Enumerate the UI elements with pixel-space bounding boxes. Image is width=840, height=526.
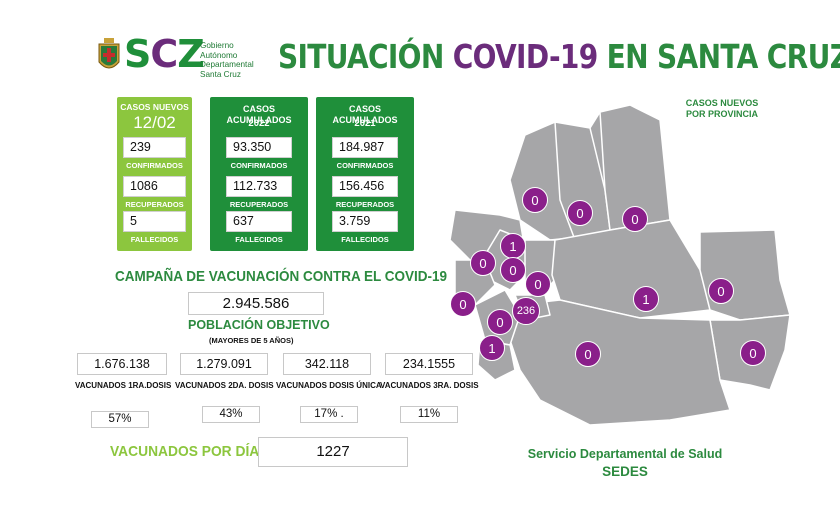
card-casos-nuevos: CASOS NUEVOS 12/02 239 CONFIRMADOS 1086 … (117, 97, 192, 251)
province-region (509, 299, 731, 426)
page-title: SITUACIÓN COVID-19 EN SANTA CRUZ (278, 37, 840, 76)
acum2022-confirmados-value: 93.350 (226, 137, 292, 158)
dose-4-label: VACUNADOS 3RA. DOSIS (380, 381, 479, 390)
dose-1-label: VACUNADOS 1RA.DOSIS (75, 381, 172, 390)
province-map (449, 104, 791, 426)
title-part: EN SANTA CRUZ (597, 37, 840, 76)
dose-3-value: 342.118 (283, 353, 371, 375)
province-badge: 0 (575, 341, 601, 367)
card-year: 2021 (354, 118, 376, 129)
province-badge: 0 (567, 200, 593, 226)
acum2021-confirmados-value: 184.987 (332, 137, 398, 158)
province-region (699, 229, 791, 321)
dose-1-value: 1.676.138 (77, 353, 167, 375)
province-badge: 236 (512, 297, 540, 325)
logo-scz: SCZ (124, 32, 205, 76)
card-title: CASOS NUEVOS (120, 102, 189, 112)
label-recuperados: RECUPERADOS (125, 200, 184, 209)
dose-3-percent: 17% . (300, 406, 358, 423)
dose-2-percent: 43% (202, 406, 260, 423)
acum2022-recuperados-value: 112.733 (226, 176, 292, 197)
nuevos-fallecidos-value: 5 (123, 211, 186, 232)
logo-sub-line: Departamental (200, 60, 254, 69)
card-title: CASOS ACUMULADOS (332, 104, 398, 125)
card-year: 2022 (248, 118, 270, 129)
poblacion-objetivo-value: 2.945.586 (188, 292, 324, 315)
dose-2-value: 1.279.091 (180, 353, 268, 375)
dose-3-label: VACUNADOS DOSIS ÚNICA (276, 381, 382, 390)
label-fallecidos: FALLECIDOS (130, 235, 179, 244)
dose-4-percent: 11% (400, 406, 458, 423)
vaccination-section-title: CAMPAÑA DE VACUNACIÓN CONTRA EL COVID-19 (115, 268, 448, 285)
province-badge: 0 (740, 340, 766, 366)
logo-subtitle: Gobierno Autónomo Departamental Santa Cr… (200, 41, 254, 79)
footer-sedes: SEDES (602, 464, 648, 479)
poblacion-objetivo-label: POBLACIÓN OBJETIVO (188, 318, 330, 332)
card-acumulados-2022: CASOS ACUMULADOS 2022 93.350 CONFIRMADOS… (210, 97, 308, 251)
province-badge: 0 (450, 291, 476, 317)
province-badge: 0 (500, 257, 526, 283)
nuevos-confirmados-value: 239 (123, 137, 186, 158)
province-badge: 0 (522, 187, 548, 213)
province-badge: 1 (500, 233, 526, 259)
vacunados-por-dia-label: VACUNADOS POR DÍA (110, 443, 260, 460)
province-badge: 1 (633, 286, 659, 312)
province-region (599, 104, 671, 231)
label-confirmados: CONFIRMADOS (230, 161, 288, 170)
label-recuperados: RECUPERADOS (335, 200, 395, 209)
label-recuperados: RECUPERADOS (229, 200, 289, 209)
dose-4-value: 234.1555 (385, 353, 473, 375)
dose-2-label: VACUNADOS 2DA. DOSIS (175, 381, 274, 390)
logo-sub-line: Autónomo (200, 50, 238, 60)
province-badge: 0 (622, 206, 648, 232)
title-highlight: COVID-19 (452, 37, 599, 76)
label-confirmados: CONFIRMADOS (126, 161, 183, 170)
label-confirmados: CONFIRMADOS (336, 161, 394, 170)
logo-sub-line: Gobierno (200, 41, 234, 50)
logo-sub-line: Santa Cruz (200, 69, 241, 79)
card-date: 12/02 (133, 113, 176, 132)
map-title: CASOS NUEVOS POR PROVINCIA (684, 98, 760, 120)
province-badge: 1 (479, 335, 505, 361)
nuevos-recuperados-value: 1086 (123, 176, 186, 197)
acum2021-fallecidos-value: 3.759 (332, 211, 398, 232)
acum2022-fallecidos-value: 637 (226, 211, 292, 232)
title-part: SITUACIÓN (278, 37, 453, 76)
province-badge: 0 (708, 278, 734, 304)
vacunados-por-dia-value: 1227 (258, 437, 408, 467)
acum2021-recuperados-value: 156.456 (332, 176, 398, 197)
map-title-line: CASOS NUEVOS (685, 98, 759, 108)
card-title: CASOS ACUMULADOS (226, 104, 292, 125)
province-badge: 0 (487, 309, 513, 335)
province-badge: 0 (525, 271, 551, 297)
footer-org: Servicio Departamental de Salud (527, 447, 723, 461)
dose-1-percent: 57% (91, 411, 149, 428)
map-title-line: POR PROVINCIA (685, 109, 758, 119)
label-fallecidos: FALLECIDOS (235, 235, 283, 244)
card-acumulados-2021: CASOS ACUMULADOS 2021 184.987 CONFIRMADO… (316, 97, 414, 251)
label-fallecidos: FALLECIDOS (341, 235, 389, 244)
coat-of-arms-icon (98, 38, 120, 69)
province-badge: 0 (470, 250, 496, 276)
poblacion-objetivo-sub: (MAYORES DE 5 AÑOS) (209, 336, 294, 345)
